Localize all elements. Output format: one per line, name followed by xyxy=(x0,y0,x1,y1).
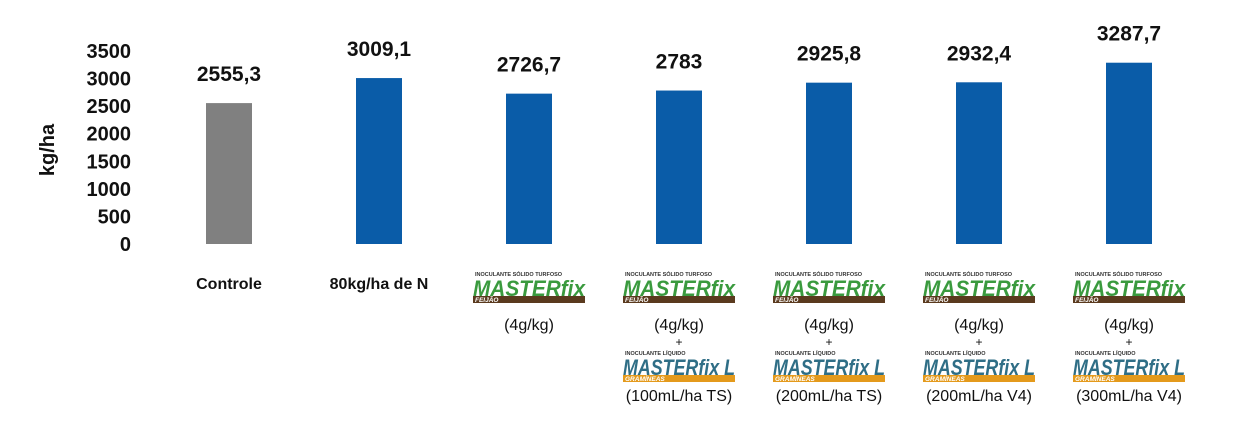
data-label: 2932,4 xyxy=(947,42,1012,65)
y-tick-label: 3000 xyxy=(87,69,132,91)
category-label: INOCULANTE SÓLIDO TURFOSOMASTERfixFEIJÃO… xyxy=(773,270,886,405)
y-tick-label: 0 xyxy=(120,234,131,256)
category-text: 80kg/ha de N xyxy=(330,276,429,293)
category-label: INOCULANTE SÓLIDO TURFOSOMASTERfixFEIJÃO… xyxy=(923,270,1036,405)
dose-text: (100mL/ha TS) xyxy=(626,388,732,405)
dose-text: (4g/kg) xyxy=(1104,317,1154,334)
y-tick-label: 500 xyxy=(98,206,131,228)
dose-text: (4g/kg) xyxy=(504,317,554,334)
logo-band xyxy=(623,296,735,303)
logo-tagline: INOCULANTE LÍQUIDO xyxy=(625,349,686,357)
data-label: 2726,7 xyxy=(497,54,561,77)
y-tick-label: 1500 xyxy=(87,151,132,173)
logo-band xyxy=(773,296,885,303)
category-label: INOCULANTE SÓLIDO TURFOSOMASTERfixFEIJÃO… xyxy=(1073,270,1186,405)
bar xyxy=(506,93,552,244)
y-tick-label: 1000 xyxy=(87,179,132,201)
logo-band-text: FEIJÃO xyxy=(775,295,798,304)
plus-sign: + xyxy=(975,335,982,349)
logo-band xyxy=(1073,296,1185,303)
dose-text: (200mL/ha TS) xyxy=(776,388,882,405)
y-axis-label: kg/ha xyxy=(37,123,59,176)
plus-sign: + xyxy=(1125,335,1132,349)
logo-band-text: GRAMÍNEAS xyxy=(625,374,665,383)
y-tick-label: 2500 xyxy=(87,96,132,118)
dose-text: (4g/kg) xyxy=(804,317,854,334)
logo-band xyxy=(473,296,585,303)
logo-tagline: INOCULANTE LÍQUIDO xyxy=(1075,349,1136,357)
logo-tagline: INOCULANTE SÓLIDO TURFOSO xyxy=(1075,270,1163,278)
data-label: 2925,8 xyxy=(797,43,862,66)
logo-band xyxy=(1073,375,1185,382)
logo-band-text: GRAMÍNEAS xyxy=(925,374,965,383)
data-label: 2783 xyxy=(656,51,703,74)
logo-band-text: FEIJÃO xyxy=(625,295,648,304)
category-text: Controle xyxy=(196,276,262,293)
plus-sign: + xyxy=(825,335,832,349)
category-label: INOCULANTE SÓLIDO TURFOSOMASTERfixFEIJÃO… xyxy=(623,270,736,405)
category-labels: Controle 80kg/ha de N INOCULANTE SÓLIDO TU… xyxy=(196,270,1186,405)
data-label: 3287,7 xyxy=(1097,23,1161,46)
dose-text: (200mL/ha V4) xyxy=(926,388,1032,405)
bar xyxy=(956,82,1002,244)
data-label: 3009,1 xyxy=(347,38,412,61)
value-labels: 2555,3 3009,1 2726,7 2783 2925,8 2932,4 3287,7 xyxy=(197,23,1161,86)
logo-band xyxy=(923,296,1035,303)
bar xyxy=(206,103,252,244)
bar xyxy=(656,90,702,244)
logo-band xyxy=(773,375,885,382)
logo-band xyxy=(923,375,1035,382)
data-label: 2555,3 xyxy=(197,63,261,86)
plus-sign: + xyxy=(675,335,682,349)
bar xyxy=(1106,62,1152,244)
category-label: Controle xyxy=(196,276,262,293)
logo-tagline: INOCULANTE SÓLIDO TURFOSO xyxy=(775,270,863,278)
logo-tagline: INOCULANTE SÓLIDO TURFOSO xyxy=(475,270,563,278)
logo-band-text: GRAMÍNEAS xyxy=(775,374,815,383)
logo-tagline: INOCULANTE LÍQUIDO xyxy=(775,349,836,357)
logo-band xyxy=(623,375,735,382)
y-tick-label: 3500 xyxy=(87,41,132,63)
y-tick-label: 2000 xyxy=(87,124,132,146)
dose-text: (4g/kg) xyxy=(954,317,1004,334)
y-axis: 0 500 1000 1500 2000 2500 3000 3500 xyxy=(87,41,132,256)
logo-band-text: FEIJÃO xyxy=(475,295,498,304)
bars xyxy=(206,62,1152,244)
logo-tagline: INOCULANTE SÓLIDO TURFOSO xyxy=(625,270,713,278)
logo-tagline: INOCULANTE LÍQUIDO xyxy=(925,349,986,357)
dose-text: (300mL/ha V4) xyxy=(1076,388,1182,405)
logo-band-text: FEIJÃO xyxy=(1075,295,1098,304)
dose-text: (4g/kg) xyxy=(654,317,704,334)
bar xyxy=(356,78,402,244)
logo-band-text: FEIJÃO xyxy=(925,295,948,304)
category-label: 80kg/ha de N xyxy=(330,276,429,293)
logo-tagline: INOCULANTE SÓLIDO TURFOSO xyxy=(925,270,1013,278)
bar xyxy=(806,82,852,244)
logo-band-text: GRAMÍNEAS xyxy=(1075,374,1115,383)
category-label: INOCULANTE SÓLIDO TURFOSOMASTERfixFEIJÃO… xyxy=(473,270,586,334)
